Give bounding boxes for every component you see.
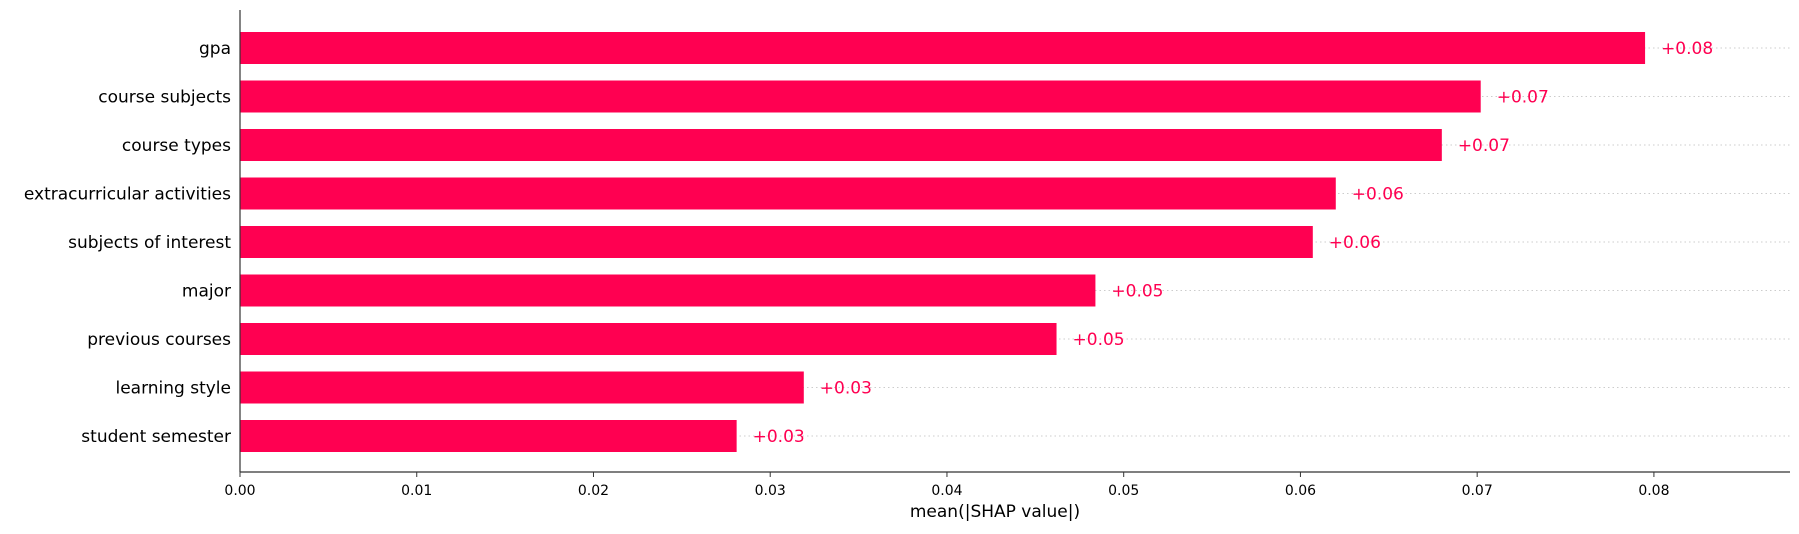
bar (240, 371, 804, 404)
bar (240, 129, 1442, 161)
category-label: extracurricular activities (24, 185, 231, 205)
category-label-layer: gpa course subjects course types extracurri… (24, 39, 231, 447)
category-label: course types (122, 136, 231, 156)
bar-layer (240, 32, 1646, 452)
x-tick-label: 0.03 (755, 483, 786, 499)
bar-value-label: +0.08 (1661, 39, 1713, 59)
category-label: course subjects (98, 88, 231, 108)
category-label: student semester (81, 427, 231, 447)
category-label: subjects of interest (68, 233, 231, 253)
category-label: gpa (199, 39, 231, 59)
x-tick-label: 0.04 (931, 483, 962, 499)
bar-value-label: +0.05 (1111, 282, 1163, 302)
x-tick-label: 0.01 (401, 483, 432, 499)
bar-value-label: +0.03 (820, 379, 872, 399)
x-tick-layer: 0.00 0.01 0.02 0.03 0.04 0.05 0.06 0.07 0.08 (224, 472, 1669, 499)
x-tick-label: 0.02 (578, 483, 609, 499)
bar (240, 323, 1057, 355)
bar (240, 226, 1313, 258)
bar (240, 80, 1481, 113)
value-label-layer: +0.08 +0.07 +0.07 +0.06 +0.06 +0.05 +0.05 +0.03… (753, 39, 1714, 447)
bar-value-label: +0.05 (1073, 330, 1125, 350)
bar (240, 32, 1646, 64)
bar-value-label: +0.07 (1497, 88, 1549, 108)
x-axis-title: mean(|SHAP value|) (910, 502, 1080, 522)
x-tick-label: 0.08 (1638, 483, 1669, 499)
bar (240, 420, 737, 452)
bar-value-label: +0.03 (753, 427, 805, 447)
bar-value-label: +0.06 (1329, 233, 1381, 253)
bar-value-label: +0.06 (1352, 185, 1404, 205)
x-tick-label: 0.07 (1462, 483, 1493, 499)
category-label: learning style (115, 379, 231, 399)
x-tick-label: 0.05 (1108, 483, 1139, 499)
bar (240, 177, 1336, 210)
category-label: previous courses (87, 330, 231, 350)
bar (240, 274, 1096, 307)
category-label: major (182, 282, 231, 302)
x-tick-label: 0.00 (224, 483, 255, 499)
bar-value-label: +0.07 (1458, 136, 1510, 156)
x-tick-label: 0.06 (1285, 483, 1316, 499)
